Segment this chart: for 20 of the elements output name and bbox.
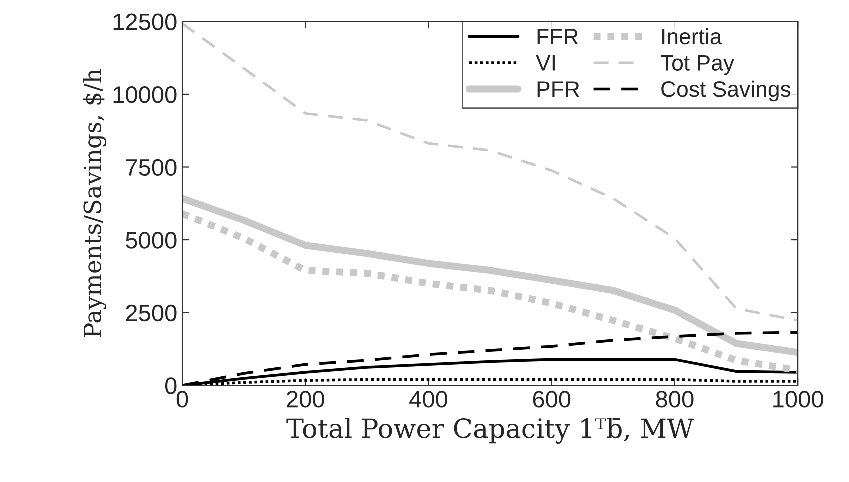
legend-label: Inertia xyxy=(662,28,722,45)
x-tick-label: 800 xyxy=(656,391,694,408)
y-tick-label: 5000 xyxy=(126,232,177,249)
x-axis-title: Total Power Capacity 1ᵀb̄, MW xyxy=(286,418,694,444)
y-tick-label: 2500 xyxy=(126,304,177,322)
x-tick-label: 1000 xyxy=(774,391,824,408)
x-tick-label: 200 xyxy=(287,391,324,408)
x-tick-label: 0 xyxy=(176,391,188,408)
y-tick-label: 0 xyxy=(165,378,177,394)
legend-label: Cost Savings xyxy=(662,80,791,102)
legend-label: VI xyxy=(536,55,555,71)
y-tick-label: 10000 xyxy=(114,86,177,104)
x-tick-label: 400 xyxy=(410,391,448,408)
legend-label: Tot Pay xyxy=(660,55,735,76)
y-tick-label: 7500 xyxy=(126,159,177,176)
y-axis-title: Payments/Savings, $/h xyxy=(83,69,106,338)
y-tick-label: 12500 xyxy=(114,14,177,30)
legend-label: FFR xyxy=(538,29,578,44)
legend-label: PFR xyxy=(538,82,580,97)
x-tick-label: 600 xyxy=(533,391,571,408)
